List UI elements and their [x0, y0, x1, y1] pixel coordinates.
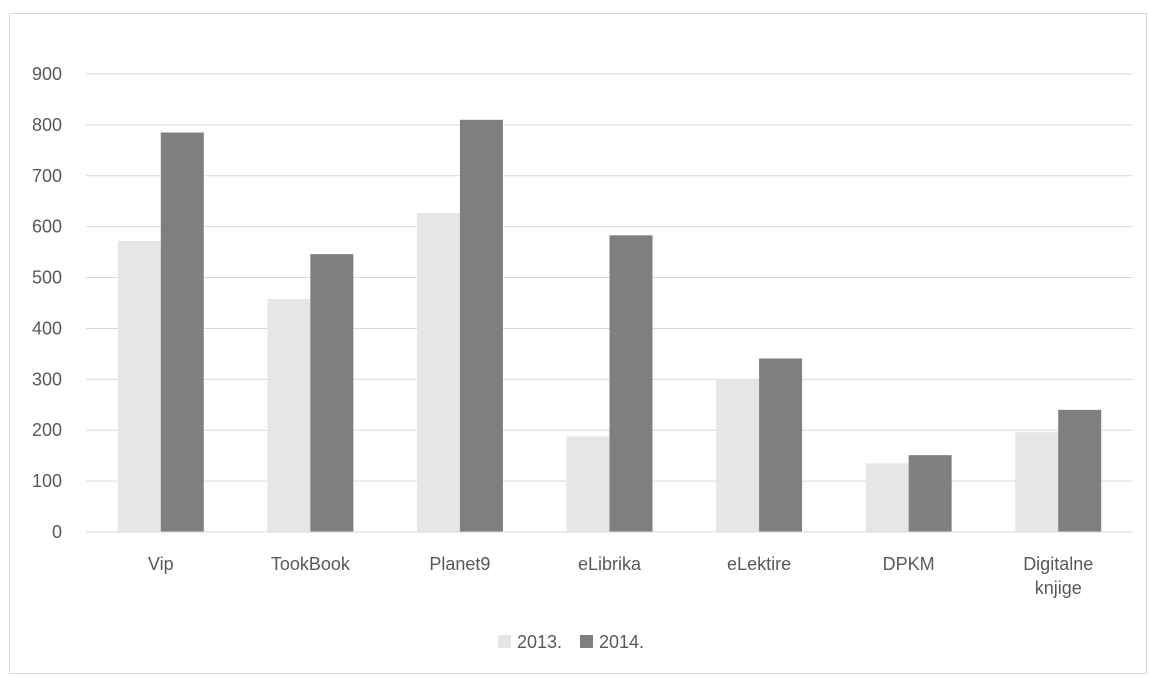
y-tick-label: 0 — [52, 522, 62, 542]
bar-2014-5 — [908, 455, 952, 532]
x-tick-label: eLektire — [727, 554, 791, 574]
bar-2013-0 — [117, 240, 161, 532]
bar-2013-1 — [267, 298, 311, 532]
x-tick-label-line: Vip — [148, 554, 174, 574]
y-tick-label: 500 — [32, 268, 62, 288]
legend-label: 2013. — [517, 632, 562, 652]
x-axis-category-labels: Vip TookBook Planet9 eLibrika eLektire DPKM Di… — [148, 554, 1093, 598]
y-tick-label: 200 — [32, 420, 62, 440]
legend-swatch — [580, 635, 593, 648]
bar-2013-6 — [1015, 432, 1059, 532]
bars — [117, 119, 1102, 533]
bar-2014-6 — [1058, 409, 1102, 532]
legend-swatch — [498, 635, 511, 648]
y-tick-label: 400 — [32, 318, 62, 338]
x-tick-label-line: eLibrika — [578, 554, 642, 574]
bar-2013-3 — [566, 436, 610, 532]
y-tick-label: 100 — [32, 471, 62, 491]
gridlines — [86, 73, 1133, 482]
x-tick-label: Vip — [148, 554, 174, 574]
bar-2013-2 — [416, 212, 460, 532]
x-tick-label-line: Digitalne — [1023, 554, 1093, 574]
legend-item-2013: 2013. — [498, 632, 562, 652]
y-axis-tick-labels: 0 100 200 300 400 500 600 700 800 900 — [32, 64, 62, 542]
x-tick-label: DPKM — [883, 554, 935, 574]
y-tick-label: 700 — [32, 166, 62, 186]
bar-2014-0 — [160, 132, 204, 532]
bar-2013-5 — [865, 463, 909, 532]
bar-2014-3 — [609, 235, 653, 532]
bar-2014-4 — [759, 358, 803, 532]
y-tick-label: 800 — [32, 115, 62, 135]
x-tick-label-line: eLektire — [727, 554, 791, 574]
x-tick-label: Planet9 — [429, 554, 490, 574]
bar-2013-4 — [716, 379, 760, 532]
bar-2014-1 — [310, 254, 354, 532]
x-tick-label: Digitalne knjige — [1023, 554, 1093, 598]
bar-2014-2 — [459, 119, 503, 533]
x-tick-label: eLibrika — [578, 554, 642, 574]
x-tick-label-line: knjige — [1035, 578, 1082, 598]
x-tick-label-line: DPKM — [883, 554, 935, 574]
y-tick-label: 900 — [32, 64, 62, 84]
y-tick-label: 300 — [32, 369, 62, 389]
legend: 2013. 2014. — [498, 632, 644, 652]
x-tick-label-line: Planet9 — [429, 554, 490, 574]
y-tick-label: 600 — [32, 217, 62, 237]
x-tick-label: TookBook — [271, 554, 351, 574]
x-tick-label-line: TookBook — [271, 554, 351, 574]
legend-item-2014: 2014. — [580, 632, 644, 652]
legend-label: 2014. — [599, 632, 644, 652]
